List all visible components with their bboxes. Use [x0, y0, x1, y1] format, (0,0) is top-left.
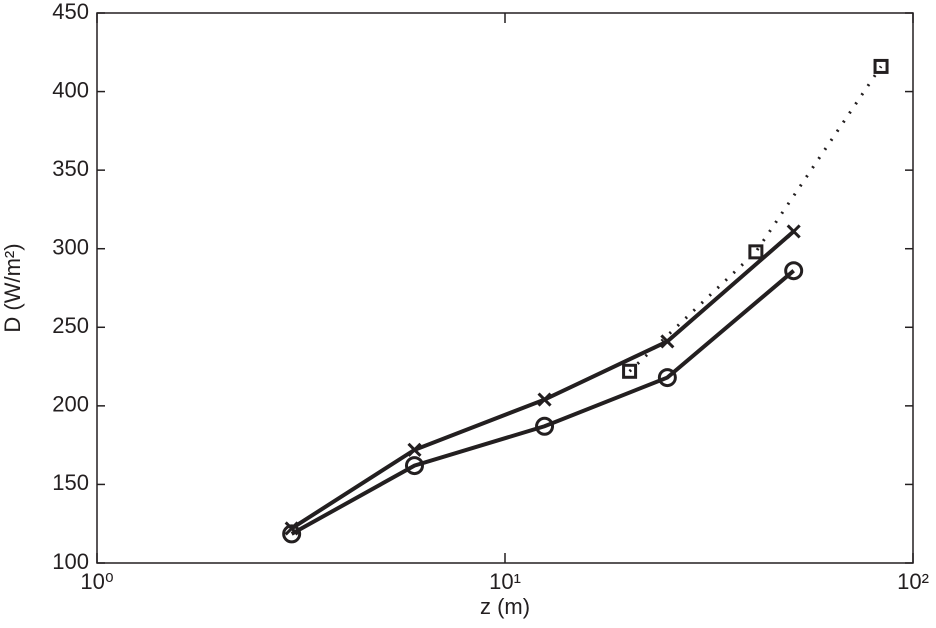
y-tick-label: 250 [52, 313, 89, 338]
x-axis-label: z (m) [480, 594, 530, 619]
y-tick-label: 150 [52, 470, 89, 495]
y-tick-label: 450 [52, 0, 89, 24]
cross-marker [786, 224, 801, 239]
y-axis-label: D (W/m²) [0, 243, 25, 332]
y-tick-label: 400 [52, 77, 89, 102]
x-tick-label: 10² [897, 569, 929, 594]
cross-marker [407, 442, 422, 457]
y-tick-label: 350 [52, 156, 89, 181]
series-line [290, 229, 796, 531]
cross-marker [537, 392, 552, 407]
x-tick-label: 10¹ [489, 569, 521, 594]
y-tick-label: 200 [52, 392, 89, 417]
series-line [290, 269, 795, 536]
cross-marker [660, 334, 675, 349]
circle-marker [784, 261, 804, 281]
square-marker [748, 244, 764, 260]
y-tick-label: 100 [52, 549, 89, 574]
square-marker [873, 58, 889, 74]
plot-frame [96, 12, 914, 564]
y-tick-label: 300 [52, 235, 89, 260]
circle-marker [404, 456, 424, 476]
x-tick-label: 10⁰ [80, 569, 113, 594]
series-line [628, 65, 883, 373]
square-marker [622, 363, 638, 379]
circle-marker [282, 524, 302, 544]
circle-marker [535, 416, 555, 436]
circle-marker [657, 368, 677, 388]
